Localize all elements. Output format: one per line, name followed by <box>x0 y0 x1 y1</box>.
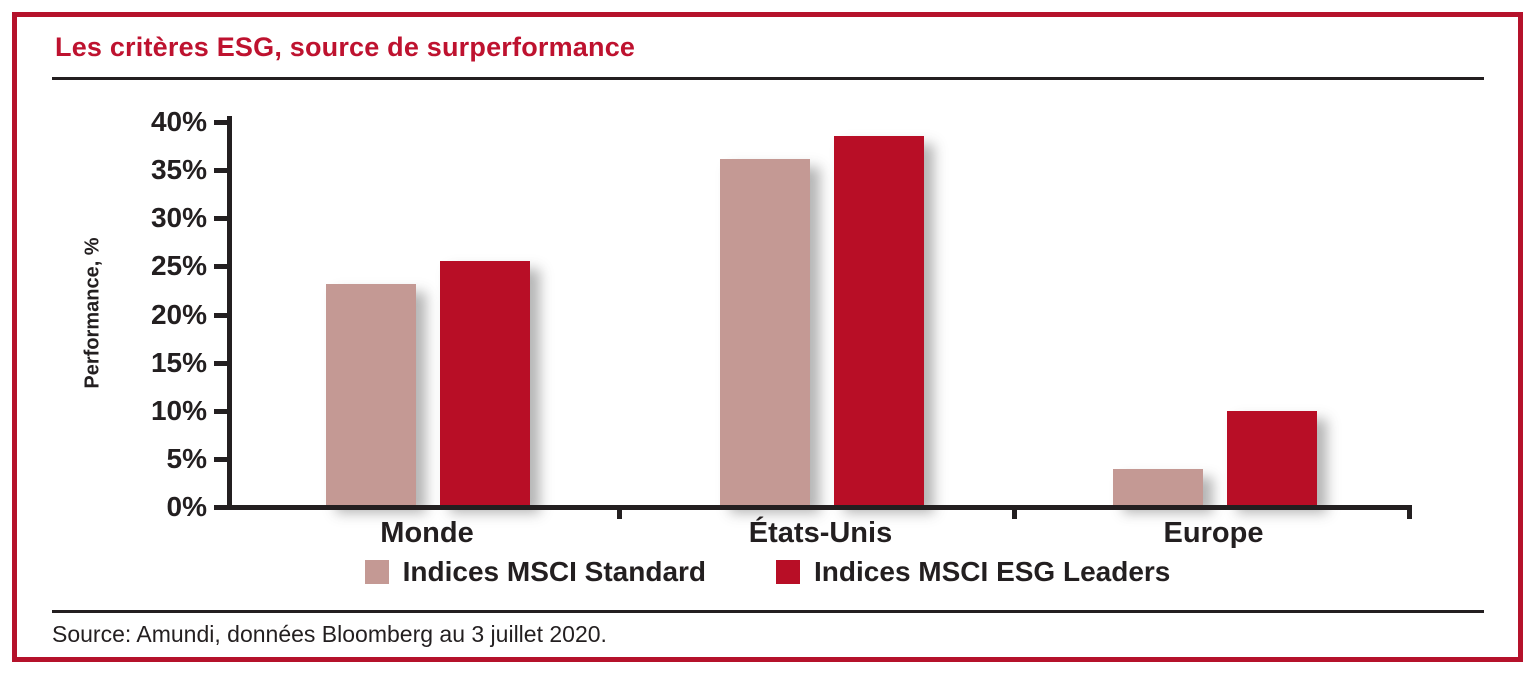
chart-legend: Indices MSCI Standard Indices MSCI ESG Le… <box>0 556 1535 588</box>
y-tick-mark <box>214 505 227 510</box>
y-tick-mark <box>214 120 227 125</box>
legend-item-esg-leaders: Indices MSCI ESG Leaders <box>776 556 1170 588</box>
y-tick-label: 35% <box>150 154 207 186</box>
y-axis-line <box>227 116 232 510</box>
y-tick-label: 20% <box>150 298 207 330</box>
bar-esg-leaders <box>1226 410 1317 505</box>
x-axis-line <box>227 505 1412 510</box>
chart-title: Les critères ESG, source de surperforman… <box>55 32 636 62</box>
y-tick-mark <box>214 408 227 414</box>
y-tick-mark <box>214 312 227 318</box>
y-tick-mark <box>214 456 227 462</box>
x-tick-mark <box>617 505 622 519</box>
legend-label: Indices MSCI Standard <box>402 556 707 587</box>
y-tick-label: 15% <box>150 346 207 378</box>
x-tick-mark <box>1407 505 1412 519</box>
bar-esg-leaders <box>440 261 530 505</box>
y-tick-label: 30% <box>150 202 207 234</box>
bar-standard <box>326 283 416 505</box>
legend-label: Indices MSCI ESG Leaders <box>814 556 1171 587</box>
y-tick-label: 0% <box>166 491 207 522</box>
category-label: Monde <box>380 517 474 549</box>
category-label: Europe <box>1163 517 1264 549</box>
bar-esg-leaders <box>833 136 924 505</box>
category-label: États-Unis <box>748 517 893 549</box>
y-tick-mark <box>214 360 227 366</box>
footer-divider-line <box>52 610 1484 613</box>
legend-swatch-icon <box>364 560 389 584</box>
y-tick-label: 40% <box>150 106 207 137</box>
y-tick-mark <box>214 264 227 270</box>
y-tick-label: 25% <box>150 250 207 282</box>
y-tick-label: 5% <box>166 442 207 474</box>
y-tick-mark <box>214 168 227 174</box>
bar-standard <box>719 159 810 505</box>
legend-item-standard: Indices MSCI Standard <box>364 556 707 588</box>
x-tick-mark <box>1012 505 1017 519</box>
y-tick-label: 10% <box>150 394 207 426</box>
source-note: Source: Amundi, données Bloomberg au 3 j… <box>52 621 607 647</box>
title-divider-line <box>52 77 1484 80</box>
legend-swatch-icon <box>776 560 801 584</box>
y-tick-mark <box>214 216 227 222</box>
bar-standard <box>1112 469 1203 505</box>
